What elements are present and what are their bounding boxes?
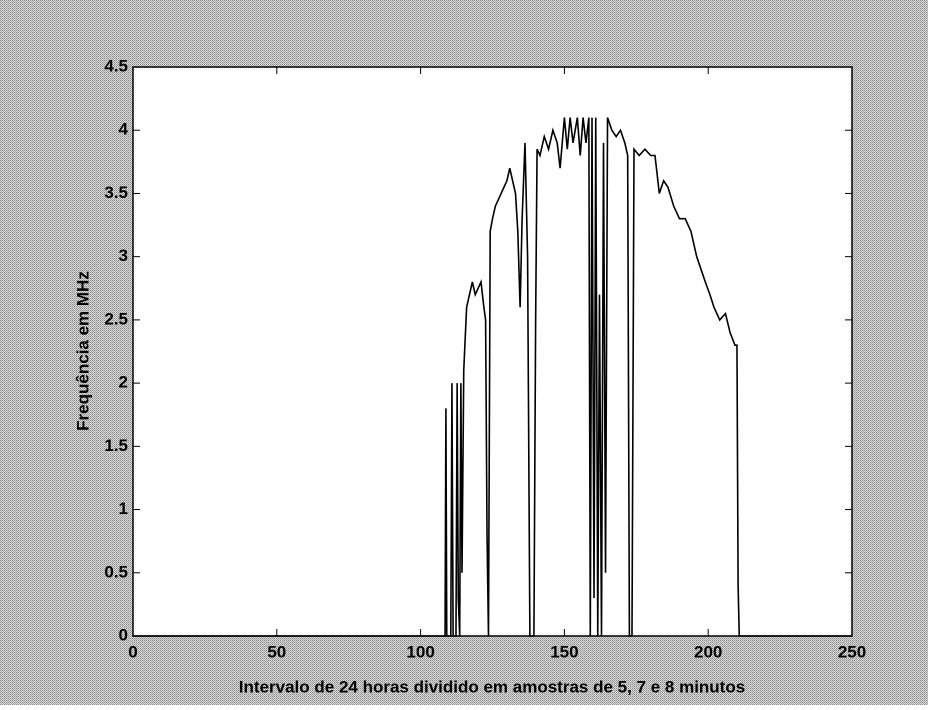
y-tick-label: 0.5 [104,562,128,581]
y-tick-label: 0 [119,625,128,644]
y-tick-label: 3 [119,246,128,265]
x-tick-label: 50 [267,642,286,661]
y-tick-label: 1.5 [104,436,128,455]
y-tick-label: 2 [119,373,128,392]
x-tick-label: 100 [406,642,434,661]
y-tick-label: 4 [119,120,129,139]
y-tick-label: 1 [119,499,128,518]
plot-area [132,66,853,637]
x-tick-label: 150 [550,642,578,661]
y-tick-label: 2.5 [104,309,128,328]
x-axis-label: Intervalo de 24 horas dividido em amostr… [239,677,745,696]
y-tick-label: 3.5 [104,183,128,202]
data-line [133,117,852,637]
y-axis-label: Frequência em MHz [73,271,92,431]
y-tick-label: 4.5 [104,56,128,75]
x-tick-label: 0 [128,642,137,661]
x-tick-label: 200 [694,642,722,661]
x-tick-label: 250 [838,642,866,661]
